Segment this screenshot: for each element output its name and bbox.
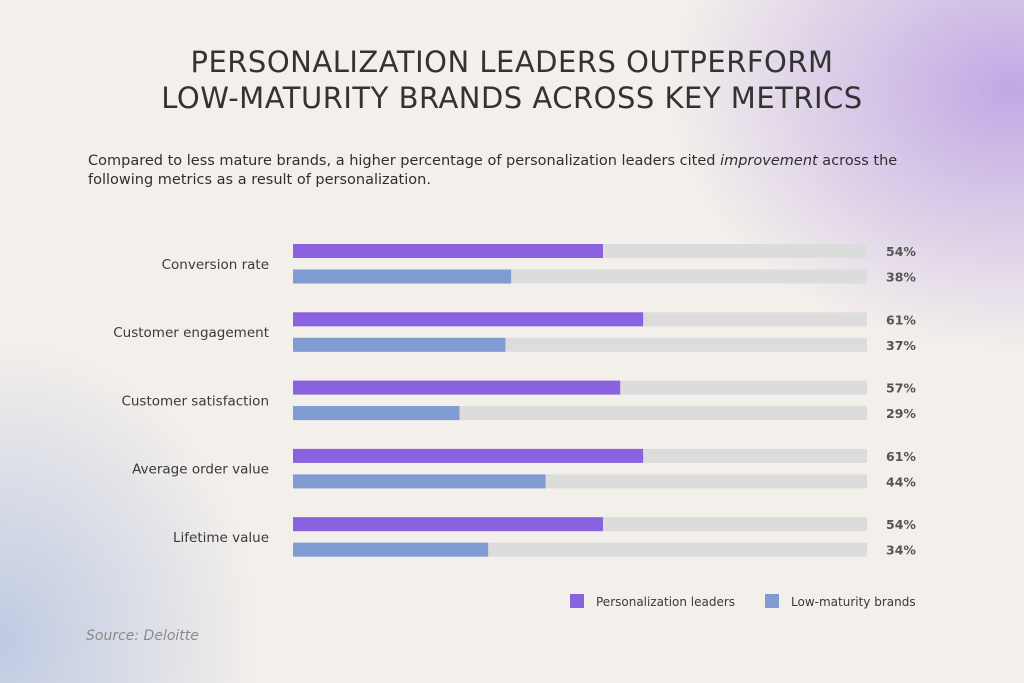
- category-label-customer-engagement: Customer engagement: [113, 325, 269, 341]
- subtitle-text-end: across the following metrics as a result…: [88, 153, 898, 188]
- subtitle-text: Compared to less mature brands, a higher…: [88, 153, 721, 169]
- value-label: 29%: [886, 406, 916, 421]
- chart-subtitle: Compared to less mature brands, a higher…: [88, 152, 928, 190]
- bar-leaders-conversion-rate: [293, 244, 603, 258]
- legend-leaders-label: Personalization leaders: [596, 595, 735, 609]
- category-label-customer-satisfaction: Customer satisfaction: [121, 393, 269, 409]
- bar-low-maturity-customer-engagement: [293, 337, 506, 352]
- value-label: 34%: [886, 543, 916, 558]
- source-note: Source: Deloitte: [86, 628, 199, 644]
- bar-leaders-customer-engagement: [293, 312, 644, 327]
- value-label: 57%: [886, 381, 916, 396]
- value-label: 37%: [886, 338, 916, 353]
- value-label: 54%: [886, 244, 916, 259]
- legend-low-maturity-swatch: [765, 594, 779, 608]
- bar-leaders-average-order-value: [293, 448, 644, 463]
- value-label: 44%: [886, 474, 916, 489]
- chart-title-line-2: LOW-MATURITY BRANDS ACROSS KEY METRICS: [161, 81, 863, 115]
- value-label: 54%: [886, 517, 916, 532]
- bar-low-maturity-lifetime-value: [293, 542, 489, 557]
- bar-low-maturity-conversion-rate: [293, 269, 512, 284]
- chart-title: PERSONALIZATION LEADERS OUTPERFORM LOW-M…: [0, 44, 1024, 116]
- category-label-conversion-rate: Conversion rate: [162, 257, 269, 273]
- bar-leaders-customer-satisfaction: [293, 380, 621, 395]
- chart-title-line-1: PERSONALIZATION LEADERS OUTPERFORM: [190, 45, 834, 79]
- legend-leaders-swatch: [570, 594, 584, 608]
- bar-leaders-lifetime-value: [293, 517, 603, 532]
- legend-low-maturity-label: Low-maturity brands: [791, 595, 916, 609]
- value-label: 38%: [886, 270, 916, 285]
- category-label-average-order-value: Average order value: [132, 462, 269, 478]
- value-label: 61%: [886, 449, 916, 464]
- value-label: 61%: [886, 312, 916, 327]
- subtitle-emphasis: improvement: [720, 153, 818, 169]
- bar-low-maturity-average-order-value: [293, 474, 546, 489]
- bar-low-maturity-customer-satisfaction: [293, 406, 460, 421]
- category-label-lifetime-value: Lifetime value: [173, 530, 269, 546]
